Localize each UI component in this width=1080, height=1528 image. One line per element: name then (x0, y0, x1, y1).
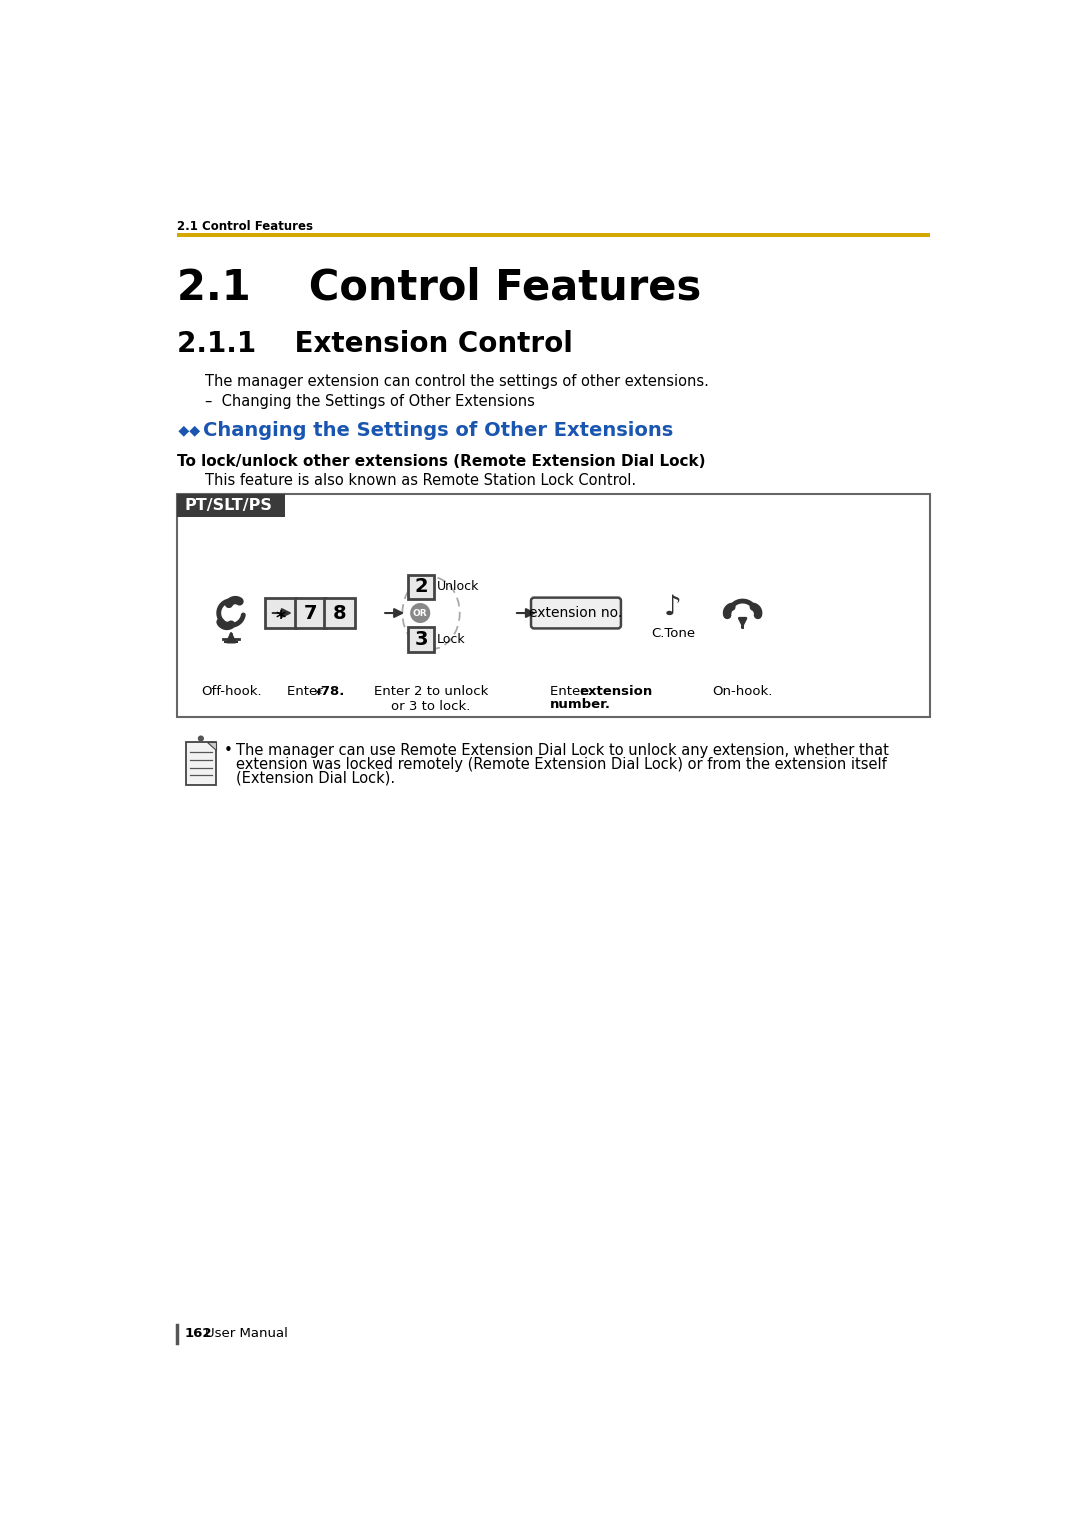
Text: The manager can use Remote Extension Dial Lock to unlock any extension, whether : The manager can use Remote Extension Dia… (235, 743, 889, 758)
Text: extension: extension (579, 685, 652, 698)
Text: 7: 7 (303, 604, 316, 622)
FancyBboxPatch shape (266, 597, 296, 628)
Polygon shape (178, 426, 189, 437)
Text: Lock: Lock (436, 633, 465, 646)
Text: number.: number. (550, 698, 610, 712)
Text: C.Tone: C.Tone (651, 626, 694, 640)
Text: Enter 2 to unlock
or 3 to lock.: Enter 2 to unlock or 3 to lock. (374, 685, 488, 712)
Text: Off-hook.: Off-hook. (201, 685, 261, 698)
Text: 2.1    Control Features: 2.1 Control Features (177, 266, 701, 309)
Text: (Extension Dial Lock).: (Extension Dial Lock). (235, 770, 395, 785)
Polygon shape (207, 741, 216, 750)
Circle shape (198, 735, 204, 741)
FancyBboxPatch shape (177, 494, 930, 717)
FancyBboxPatch shape (186, 741, 216, 785)
Text: To lock/unlock other extensions (Remote Extension Dial Lock): To lock/unlock other extensions (Remote … (177, 454, 705, 469)
Text: Unlock: Unlock (436, 581, 478, 593)
Text: ⁎78.: ⁎78. (314, 685, 346, 698)
Text: ♪: ♪ (664, 593, 681, 620)
Text: 3: 3 (415, 630, 428, 649)
Text: extension no.: extension no. (529, 607, 622, 620)
Text: 162: 162 (185, 1328, 212, 1340)
Text: 2.1.1    Extension Control: 2.1.1 Extension Control (177, 330, 572, 358)
FancyBboxPatch shape (295, 597, 326, 628)
Text: extension was locked remotely (Remote Extension Dial Lock) or from the extension: extension was locked remotely (Remote Ex… (235, 756, 887, 772)
Text: This feature is also known as Remote Station Lock Control.: This feature is also known as Remote Sta… (205, 472, 636, 487)
FancyBboxPatch shape (408, 626, 434, 651)
Text: Enter: Enter (287, 685, 327, 698)
FancyBboxPatch shape (531, 597, 621, 628)
Polygon shape (189, 426, 200, 437)
Text: •: • (224, 743, 232, 758)
Text: ⁎: ⁎ (275, 604, 286, 622)
Text: The manager extension can control the settings of other extensions.: The manager extension can control the se… (205, 374, 708, 390)
Circle shape (410, 604, 430, 623)
Text: 2: 2 (414, 578, 428, 596)
Text: –  Changing the Settings of Other Extensions: – Changing the Settings of Other Extensi… (205, 394, 535, 410)
Text: Enter: Enter (550, 685, 590, 698)
FancyBboxPatch shape (324, 597, 355, 628)
Text: User Manual: User Manual (205, 1328, 287, 1340)
FancyBboxPatch shape (408, 575, 434, 599)
Text: OR: OR (413, 608, 428, 617)
FancyBboxPatch shape (177, 232, 930, 237)
Text: Changing the Settings of Other Extensions: Changing the Settings of Other Extension… (203, 420, 674, 440)
Text: 8: 8 (333, 604, 347, 622)
FancyBboxPatch shape (177, 494, 285, 516)
Text: On-hook.: On-hook. (713, 685, 773, 698)
Text: 2.1 Control Features: 2.1 Control Features (177, 220, 313, 234)
Text: PT/SLT/PS: PT/SLT/PS (185, 498, 272, 512)
